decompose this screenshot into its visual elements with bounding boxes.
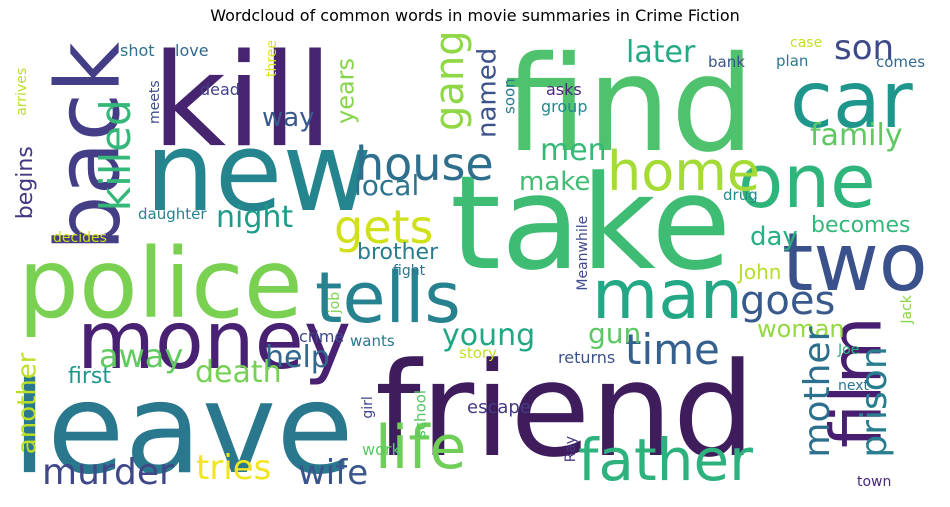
word-prison: prison [854,346,895,457]
word-crime: crime [299,327,344,346]
word-home: home [607,140,760,203]
word-gun: gun [588,317,641,350]
word-begins: begins [13,146,38,219]
word-local: local [354,169,419,202]
word-soon: soon [501,78,519,114]
word-drug: drug [723,186,758,204]
word-day: day [750,222,798,252]
word-family: family [810,118,903,153]
word-police: police [18,228,303,340]
word-years: years [332,58,360,124]
word-returns: returns [558,348,615,367]
word-decides: decides [53,230,107,246]
word-later: later [626,35,696,70]
word-job: job [327,292,343,314]
word-time: time [625,325,720,374]
word-death: death [195,355,282,390]
word-asks: asks [546,80,582,99]
word-away: away [99,337,183,375]
word-make: make [519,167,590,197]
word-meets: meets [147,80,163,124]
word-joe: Joe [837,342,859,358]
word-woman: woman [757,315,845,343]
word-fight: fight [393,263,426,279]
word-two: two [782,216,928,309]
word-car: car [790,56,914,146]
word-wife: wife [298,453,368,493]
word-new: new [145,108,372,236]
word-kill: kill [152,27,333,176]
word-love: love [175,41,209,60]
word-ray: Ray [563,436,579,462]
word-film: film [816,316,898,448]
word-murder: murder [42,452,174,493]
word-group: group [541,97,587,116]
word-daughter: daughter [138,205,207,223]
word-another: another [12,352,42,454]
word-shot: shot [120,41,155,60]
word-brother: brother [357,240,439,265]
word-night: night [216,200,293,235]
word-meanwhile: Meanwhile [575,216,591,291]
word-father: father [578,426,753,494]
word-bank: bank [708,53,745,71]
word-tries: tries [196,448,271,488]
word-case: case [790,35,822,51]
word-men: men [540,133,607,168]
word-mother: mother [797,326,838,457]
word-son: son [834,28,894,68]
word-girl: girl [360,396,376,418]
word-young: young [442,318,535,353]
word-first: first [68,364,111,389]
word-town: town [857,474,891,490]
word-one: one [738,139,876,225]
word-life: life [375,413,466,483]
word-named: named [472,48,502,138]
word-house: house [355,137,494,191]
word-friend: friend [375,334,755,486]
word-dead: dead [200,80,240,99]
word-goes: goes [740,278,835,324]
word-wants: wants [350,332,395,350]
word-take: take [450,147,731,299]
word-three: three [264,40,280,77]
word-help: help [265,340,330,375]
word-back: back [37,42,140,251]
word-john: John [736,260,782,284]
word-way: way [262,103,315,133]
word-next: next [838,378,870,394]
word-story: story [459,344,497,362]
word-jack: Jack [899,294,915,324]
word-work: work [362,440,401,459]
word-tells: tells [315,257,461,339]
word-money: money [77,294,351,387]
word-school: school [412,390,430,438]
word-find: find [504,28,755,182]
chart-title: Wordcloud of common words in movie summa… [210,6,740,25]
word-gets: gets [334,200,434,254]
word-arrives: arrives [14,68,30,116]
word-plan: plan [776,52,808,70]
word-killed: killed [91,99,140,211]
word-leave: leave [12,355,354,502]
word-becomes: becomes [811,213,910,238]
word-man: man [592,256,743,335]
word-escape: escape [467,397,531,418]
word-comes: comes [876,53,925,71]
word-gang: gang [427,30,473,131]
